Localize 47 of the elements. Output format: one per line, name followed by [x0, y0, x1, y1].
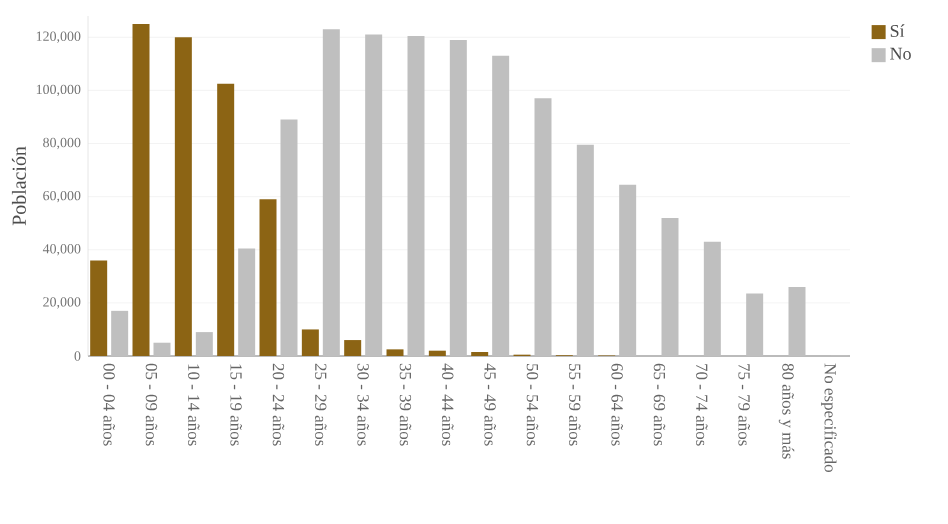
bar — [534, 98, 552, 356]
x-tick-label: 15 - 19 años — [230, 364, 242, 446]
bar — [576, 144, 594, 356]
bar — [90, 260, 108, 356]
bar — [365, 34, 383, 356]
bar — [746, 293, 764, 356]
x-tick-label: 30 - 34 años — [357, 363, 369, 446]
bar — [174, 37, 192, 356]
bar — [407, 35, 425, 356]
bar — [301, 329, 319, 356]
legend-label: Sí — [890, 24, 905, 38]
y-axis-title: Población — [11, 146, 26, 226]
x-tick-label: 55 - 59 años — [569, 364, 581, 446]
bar — [322, 29, 340, 356]
x-tick-label: 10 - 14 años — [188, 364, 200, 446]
x-tick-label: 75 - 79 años — [738, 364, 750, 446]
x-tick-label: 20 - 24 años — [272, 363, 285, 446]
bar — [619, 184, 637, 356]
bar — [492, 55, 510, 356]
bar — [449, 39, 467, 356]
x-tick-label: No especificado — [821, 363, 837, 472]
x-tick-label: 05 - 09 años — [145, 363, 158, 446]
x-tick-label: 35 - 39 años — [399, 363, 412, 446]
x-tick-label: 65 - 69 años — [653, 363, 666, 446]
bar — [280, 119, 298, 356]
bar — [344, 340, 362, 356]
bar — [217, 83, 235, 356]
x-tick-label: 25 - 29 años — [315, 363, 327, 446]
x-tick-label: 80 años y más — [778, 363, 795, 459]
bar — [238, 248, 256, 356]
x-tick-label: 70 - 74 años — [696, 364, 708, 446]
bar — [386, 349, 404, 356]
bar — [111, 310, 129, 356]
x-tick-label: 50 - 54 años — [526, 364, 539, 446]
bar — [428, 350, 446, 356]
bar — [132, 23, 150, 356]
x-tick-label: 45 - 49 años — [484, 363, 496, 446]
bar — [259, 199, 277, 356]
x-tick-label: 60 - 64 años — [611, 363, 623, 446]
bar — [195, 332, 213, 356]
x-tick-label: 00 - 04 años — [103, 363, 115, 446]
x-tick-label: 40 - 44 años — [442, 363, 454, 446]
bar — [788, 286, 806, 356]
bar — [703, 241, 721, 356]
bar — [661, 217, 679, 356]
legend-label: No — [890, 47, 911, 60]
bar — [153, 342, 171, 356]
